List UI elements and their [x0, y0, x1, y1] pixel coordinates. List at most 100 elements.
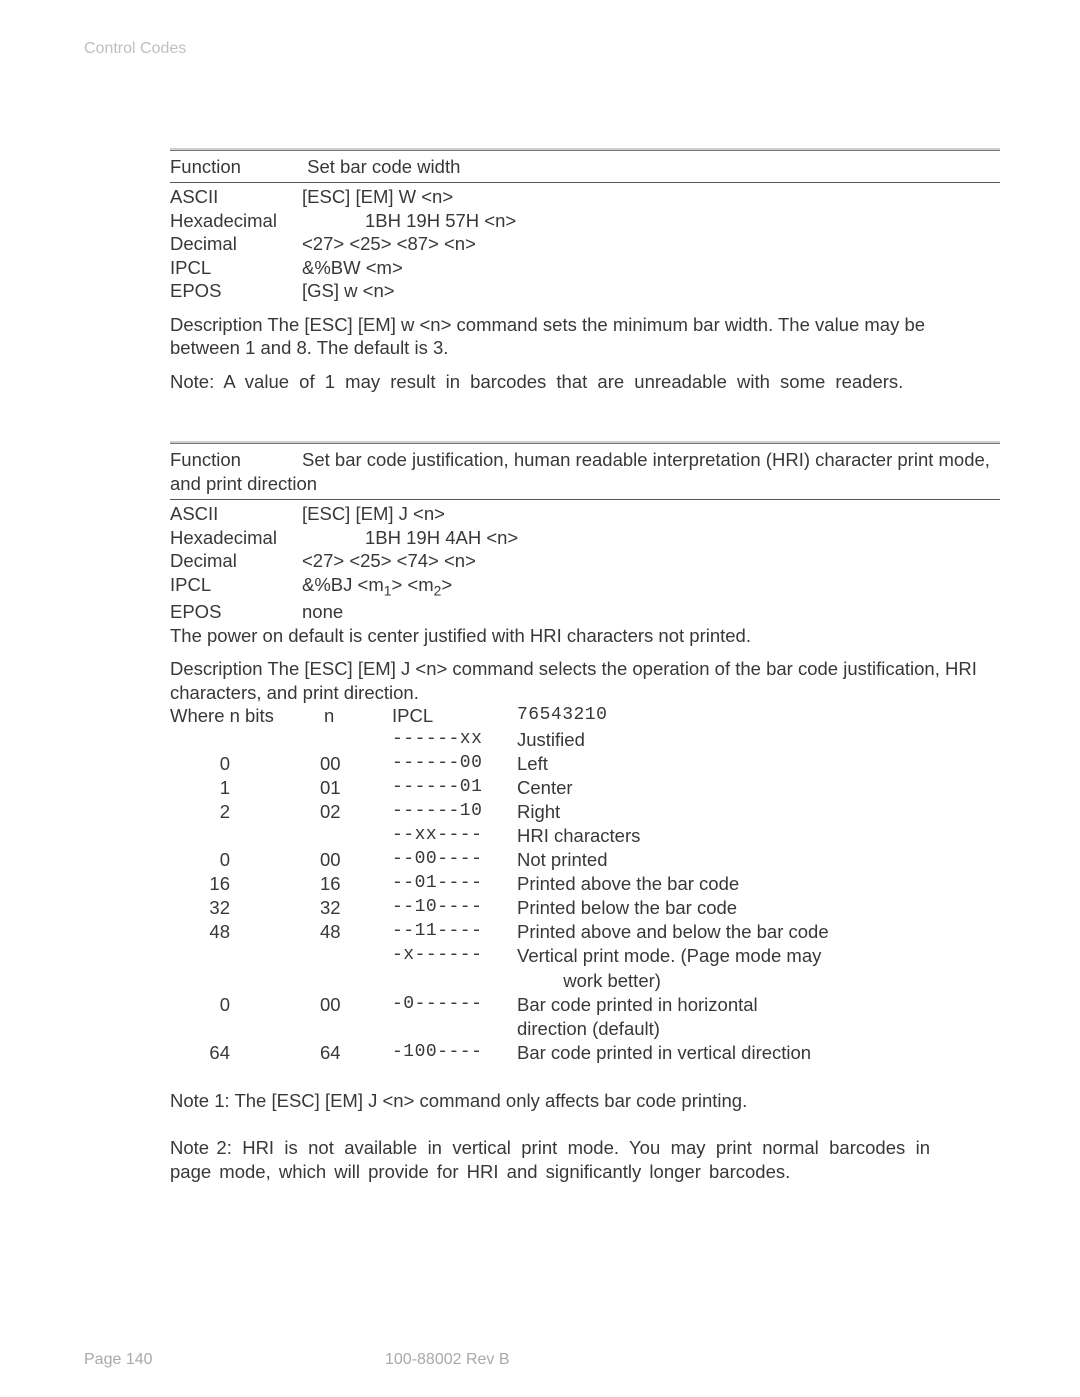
bits-pattern: ------10 [392, 800, 517, 824]
bits-pattern: --01---- [392, 872, 517, 896]
bits-row: direction (default) [170, 1017, 1000, 1041]
bits-desc: Vertical print mode. (Page mode may [517, 944, 1000, 968]
function-title-row: Function Set bar code justification, hum… [170, 448, 1000, 500]
bits-row: 000-0------Bar code printed in horizonta… [170, 993, 1000, 1017]
bits-b [320, 1017, 392, 1041]
bits-row: 000------00Left [170, 752, 1000, 776]
bits-row: 3232--10----Printed below the bar code [170, 896, 1000, 920]
v: <27> <25> <74> <n> [302, 550, 476, 571]
bits-desc: Center [517, 776, 1000, 800]
k: IPCL [170, 256, 302, 279]
bits-pattern: ------xx [392, 728, 517, 752]
bits-b: 00 [320, 848, 392, 872]
bits-a: 32 [170, 896, 320, 920]
bits-row: 202------10Right [170, 800, 1000, 824]
bits-pattern: -0------ [392, 993, 517, 1017]
bits-desc: Bar code printed in horizontal [517, 993, 1000, 1017]
bits-pattern: -x------ [392, 944, 517, 968]
description-text: The [ESC] [EM] J <n> command selects the… [170, 658, 977, 702]
description-block: Description The [ESC] [EM] w <n> command… [170, 313, 1000, 360]
bits-pattern: ------01 [392, 776, 517, 800]
bits-title: Where n bits [170, 704, 320, 728]
bits-desc: Right [517, 800, 1000, 824]
bits-b: 02 [320, 800, 392, 824]
ipcl-row: IPCL&%BW <m> [170, 256, 1000, 279]
hex-row: Hexadecimal1BH 19H 57H <n> [170, 209, 1000, 232]
bits-a: 64 [170, 1041, 320, 1065]
dec-row: Decimal<27> <25> <74> <n> [170, 549, 1000, 572]
bits-a [170, 824, 320, 848]
ascii-row: ASCII[ESC] [EM] W <n> [170, 185, 1000, 208]
note-block: Note: A value of 1 may result in barcode… [170, 370, 930, 393]
bits-b [320, 944, 392, 968]
note1-label: Note 1: [170, 1090, 230, 1111]
bits-row: work better) [170, 969, 1000, 993]
hdr-ipcl: IPCL [392, 704, 517, 728]
bits-a: 2 [170, 800, 320, 824]
note1-block: Note 1: The [ESC] [EM] J <n> command onl… [170, 1089, 1000, 1112]
k: Decimal [170, 549, 302, 572]
bits-desc: Printed above the bar code [517, 872, 1000, 896]
page-number: Page 140 [84, 1351, 153, 1369]
k: Hexadecimal [170, 526, 365, 549]
bits-desc: HRI characters [517, 824, 1000, 848]
ipcl-row: IPCL&%BJ <m1> <m2> [170, 573, 1000, 600]
note-label: Note: [170, 371, 214, 392]
bits-b: 01 [320, 776, 392, 800]
bits-pattern: --xx---- [392, 824, 517, 848]
bits-desc: Justified [517, 728, 1000, 752]
bits-row: -x------Vertical print mode. (Page mode … [170, 944, 1000, 968]
v: &%BW <m> [302, 257, 403, 278]
bits-desc: Printed below the bar code [517, 896, 1000, 920]
bits-row: 000--00----Not printed [170, 848, 1000, 872]
description-label: Description [170, 658, 263, 679]
bits-b: 16 [320, 872, 392, 896]
k: ASCII [170, 502, 302, 525]
note2-block: Note 2: HRI is not available in vertical… [170, 1136, 930, 1183]
k: EPOS [170, 279, 302, 302]
bits-b: 32 [320, 896, 392, 920]
function-label: Function [170, 448, 302, 471]
bits-a: 0 [170, 993, 320, 1017]
note1-text: The [ESC] [EM] J <n> command only affect… [230, 1090, 748, 1111]
description-block: Description The [ESC] [EM] J <n> command… [170, 657, 1000, 704]
bits-desc: Not printed [517, 848, 1000, 872]
bits-row: 6464-100----Bar code printed in vertical… [170, 1041, 1000, 1065]
epos-row: EPOSnone [170, 600, 1000, 623]
function-title-row: Function Set bar code width [170, 155, 1000, 183]
bits-a [170, 969, 320, 993]
bits-row: 101------01Center [170, 776, 1000, 800]
bits-b [320, 728, 392, 752]
bits-a [170, 1017, 320, 1041]
description-text: The [ESC] [EM] w <n> command sets the mi… [170, 314, 925, 358]
v: <27> <25> <87> <n> [302, 233, 476, 254]
bits-b: 64 [320, 1041, 392, 1065]
bits-table: Where n bits n IPCL 76543210 [170, 704, 1000, 728]
page: Control Codes Function Set bar code widt… [0, 0, 1080, 1397]
bits-a [170, 728, 320, 752]
note2-text: HRI is not available in vertical print m… [170, 1137, 930, 1181]
k: ASCII [170, 185, 302, 208]
k: IPCL [170, 573, 302, 596]
hdr-n: n [320, 704, 392, 728]
bits-b [320, 969, 392, 993]
bits-a: 0 [170, 752, 320, 776]
bits-row: 1616--01----Printed above the bar code [170, 872, 1000, 896]
note-text: A value of 1 may result in barcodes that… [214, 371, 903, 392]
bits-row: 4848--11----Printed above and below the … [170, 920, 1000, 944]
bits-b [320, 824, 392, 848]
bits-a: 1 [170, 776, 320, 800]
ascii-row: ASCII[ESC] [EM] J <n> [170, 502, 1000, 525]
bits-b: 00 [320, 993, 392, 1017]
divider [170, 148, 1000, 151]
bits-pattern: --10---- [392, 896, 517, 920]
note2-label: Note 2: [170, 1137, 232, 1158]
function-label: Function [170, 155, 302, 178]
page-header: Control Codes [84, 40, 1000, 58]
hex-row: Hexadecimal1BH 19H 4AH <n> [170, 526, 1000, 549]
v: none [302, 601, 343, 622]
bits-pattern: --11---- [392, 920, 517, 944]
dec-row: Decimal<27> <25> <87> <n> [170, 232, 1000, 255]
bits-desc: work better) [517, 969, 1000, 993]
v: [ESC] [EM] J <n> [302, 503, 445, 524]
